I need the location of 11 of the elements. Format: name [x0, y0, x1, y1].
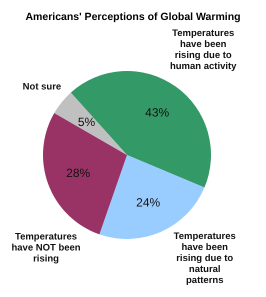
data-label: 24% [136, 196, 161, 210]
data-label: 5% [78, 115, 96, 130]
slice-label: Not sure [22, 81, 62, 92]
data-label: 43% [145, 106, 170, 120]
slice-label: Temperatures have been rising due to human activity [170, 28, 238, 72]
data-label: 28% [66, 166, 91, 180]
slice-label: Temperatures have been rising due to natural patterns [174, 230, 236, 286]
pie-slice [43, 113, 127, 234]
slice-label: Temperatures have NOT been rising [11, 231, 81, 264]
pie-slice [54, 92, 127, 155]
chart-title: Americans' Perceptions of Global Warming [24, 10, 242, 25]
